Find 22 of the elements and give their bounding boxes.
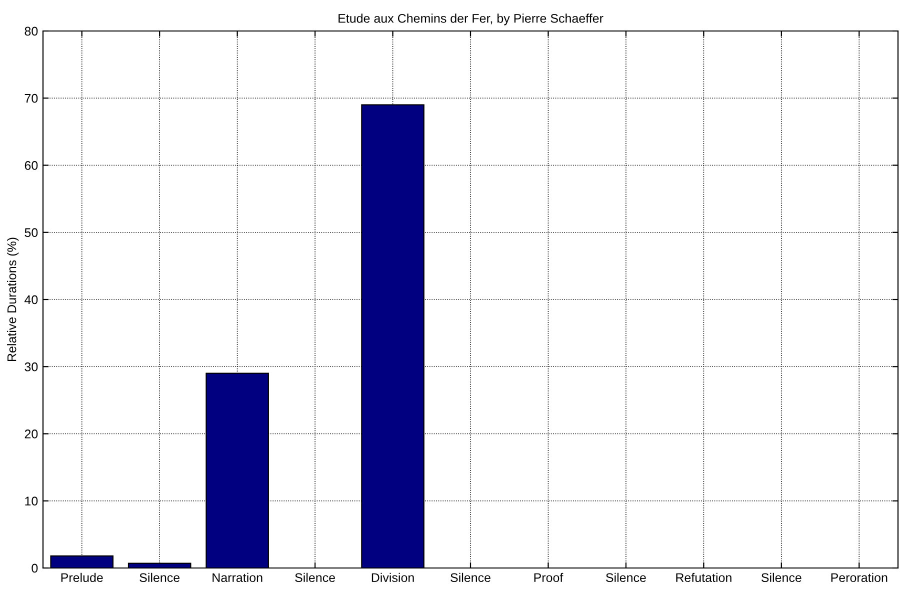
- y-axis-title: Relative Durations (%): [7, 238, 19, 361]
- y-tick-label: 10: [25, 496, 38, 506]
- y-tick-label: 70: [24, 94, 38, 103]
- x-tick-label: Silence: [761, 572, 802, 582]
- y-tick-label: 50: [24, 228, 38, 238]
- x-tick-label: Division: [372, 572, 414, 582]
- x-tick-label: Peroration: [831, 572, 888, 582]
- x-tick-label: Refutation: [676, 572, 732, 582]
- x-tick-label: Silence: [295, 572, 335, 582]
- y-tick-label: 40: [24, 295, 38, 304]
- y-tick-label: 0: [32, 564, 38, 573]
- x-tick-label: Silence: [140, 572, 180, 582]
- chart-title: Etude aux Chemins der Fer, by Pierre Schaeffer: [338, 14, 604, 26]
- y-tick-label: 20: [24, 430, 38, 438]
- y-tick-label: 60: [24, 161, 38, 170]
- x-tick-label: Silence: [450, 572, 490, 582]
- y-tick-label: 30: [24, 362, 38, 372]
- x-tick-label: Narration: [212, 572, 262, 582]
- x-tick-label: Proof: [534, 572, 564, 582]
- x-tick-label: Silence: [606, 572, 646, 582]
- x-tick-label: Prelude: [61, 572, 103, 582]
- y-tick-label: 80: [24, 26, 38, 36]
